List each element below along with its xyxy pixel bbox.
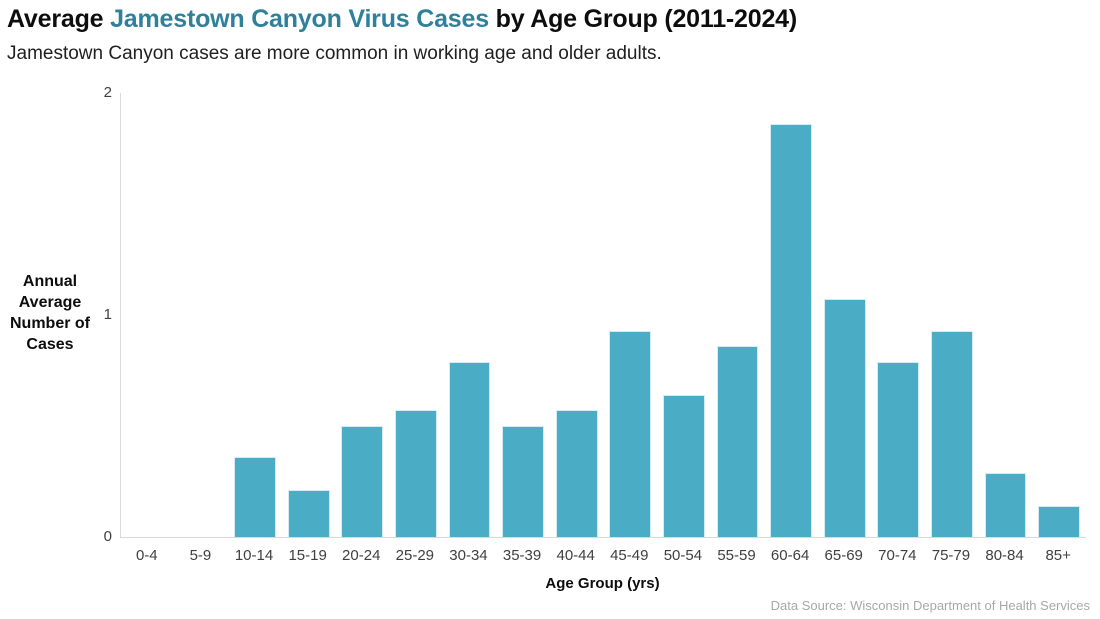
y-axis-ticks: 0 1 2: [68, 84, 112, 545]
x-tick-label-40-44: 40-44: [556, 547, 595, 564]
bar-75-79: [931, 330, 973, 537]
x-tick-label-5-9: 5-9: [189, 547, 212, 564]
bar-65-69: [823, 299, 866, 537]
bar-slot-10-14: [228, 93, 282, 537]
bar-85+: [1038, 505, 1081, 537]
x-tick-label-45-49: 45-49: [610, 547, 649, 564]
x-tick-label-10-14: 10-14: [234, 547, 274, 564]
bar-slot-5-9: [175, 93, 229, 537]
bar-slot-70-74: [872, 93, 926, 537]
bar-30-34: [448, 361, 491, 537]
x-tick-label-65-69: 65-69: [824, 547, 863, 564]
plot-area: [120, 93, 1086, 538]
y-axis-title-line: Annual: [22, 273, 78, 290]
bar-10-14: [234, 457, 276, 537]
x-tick-label-20-24: 20-24: [342, 547, 381, 564]
bar-slot-50-54: [657, 93, 711, 537]
y-tick-label-2: 2: [103, 83, 112, 101]
bar-70-74: [877, 361, 920, 537]
bar-slot-80-84: [979, 93, 1033, 537]
bar-slot-20-24: [335, 93, 389, 537]
x-axis-title: Age Group (yrs): [545, 575, 660, 592]
bar-slot-35-39: [496, 93, 550, 537]
bar-slot-75-79: [925, 93, 979, 537]
bar-slot-65-69: [818, 93, 872, 537]
bar-45-49: [609, 330, 652, 537]
chart-title-prefix: Average: [7, 5, 111, 33]
bar-50-54: [662, 394, 705, 537]
x-tick-label-55-59: 55-59: [717, 547, 756, 564]
bar-slot-55-59: [711, 93, 765, 537]
bar-60-64: [770, 124, 813, 537]
chart-title-suffix: by Age Group (2011-2024): [488, 5, 798, 33]
bar-slot-60-64: [764, 93, 818, 537]
x-tick-label-75-79: 75-79: [931, 547, 971, 564]
x-tick-label-80-84: 80-84: [985, 547, 1024, 564]
bar-slot-25-29: [389, 93, 443, 537]
bar-35-39: [502, 426, 544, 537]
x-tick-label-0-4: 0-4: [135, 547, 158, 564]
bar-25-29: [394, 410, 437, 537]
y-axis-title-line: Cases: [26, 336, 74, 353]
y-axis-title: Annual Average Number of Cases: [4, 271, 96, 355]
bar-80-84: [984, 472, 1027, 537]
x-axis-labels: 0-4 5-9 10-14 15-19 20-24 25-29 30-34 35-39 40-4…: [120, 547, 1085, 564]
x-tick-label-35-39: 35-39: [502, 547, 542, 564]
chart-subtitle: Jamestown Canyon cases are more common i…: [7, 43, 662, 64]
x-tick-label-25-29: 25-29: [395, 547, 435, 564]
y-axis-title-line: Number of: [10, 315, 90, 332]
bar-slot-45-49: [603, 93, 657, 537]
bar-55-59: [716, 346, 759, 537]
bar-slot-85+: [1032, 93, 1086, 537]
bar-20-24: [341, 426, 384, 537]
bar-slot-30-34: [443, 93, 497, 537]
x-tick-label-60-64: 60-64: [770, 547, 810, 564]
x-tick-label-70-74: 70-74: [878, 547, 917, 564]
y-axis-title-line: Average: [18, 294, 82, 311]
x-tick-label-15-19: 15-19: [288, 547, 327, 564]
x-tick-label-85+: 85+: [1045, 547, 1071, 564]
bar-slot-40-44: [550, 93, 604, 537]
bar-15-19: [287, 490, 330, 537]
bar-slot-0-4: [121, 93, 175, 537]
data-source: Data Source: Wisconsin Department of Hea…: [770, 598, 1090, 613]
x-tick-label-30-34: 30-34: [449, 547, 488, 564]
chart-title-highlight: Jamestown Canyon Virus Cases: [110, 5, 489, 33]
bar-40-44: [555, 410, 598, 537]
x-tick-label-50-54: 50-54: [663, 547, 703, 564]
chart-title: Average Jamestown Canyon Virus Cases by …: [7, 5, 797, 34]
bar-slot-15-19: [282, 93, 336, 537]
y-tick-label-1: 1: [103, 305, 112, 323]
y-tick-label-0: 0: [103, 527, 112, 545]
